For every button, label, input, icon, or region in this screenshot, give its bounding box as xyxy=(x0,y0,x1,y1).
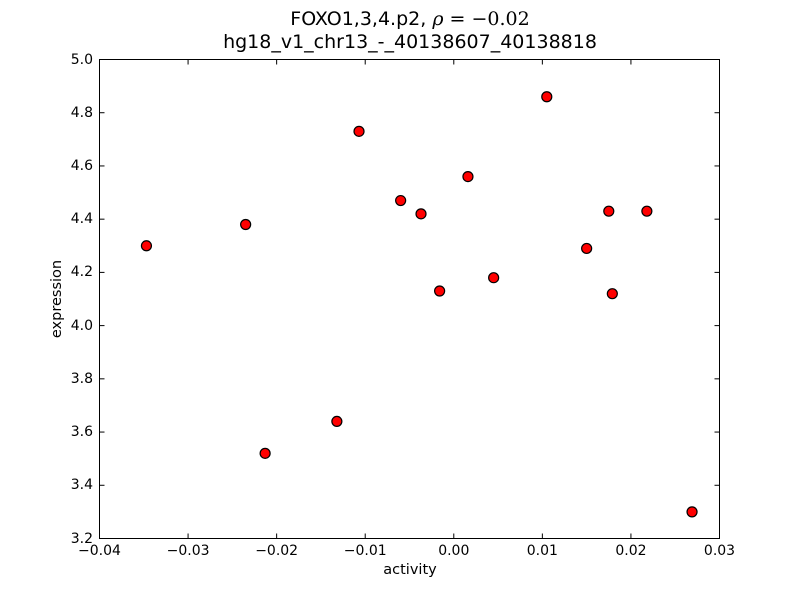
title-gene-name: FOXO1,3,4.p2, xyxy=(290,8,433,30)
y-tick-label: 4.2 xyxy=(70,264,93,281)
data-point xyxy=(331,415,343,428)
y-tick-label: 3.8 xyxy=(70,370,93,387)
y-tick-label: 4.0 xyxy=(70,317,93,334)
data-point xyxy=(581,242,593,255)
data-point xyxy=(415,208,427,220)
y-tick-label: 4.6 xyxy=(70,157,93,174)
rho-symbol: ρ xyxy=(432,8,444,30)
x-tick-label: 0.02 xyxy=(615,543,647,559)
y-tick-label: 3.2 xyxy=(70,530,93,547)
x-tick-label: −0.03 xyxy=(166,543,210,559)
x-tick-label: −0.01 xyxy=(343,543,387,559)
y-tick-label: 3.4 xyxy=(70,477,93,494)
data-point xyxy=(606,288,618,300)
y-tick-label: 4.4 xyxy=(70,211,93,228)
data-point xyxy=(462,170,474,183)
data-point xyxy=(488,272,500,284)
data-point xyxy=(395,194,407,207)
data-point xyxy=(140,240,153,252)
data-point xyxy=(259,447,271,459)
chart-title-block: FOXO1,3,4.p2, ρ = −0.02 hg18_v1_chr13_-_… xyxy=(100,8,720,54)
data-point xyxy=(353,125,365,137)
data-point xyxy=(641,205,653,217)
y-tick-label: 4.8 xyxy=(70,104,93,121)
data-point xyxy=(240,218,252,231)
x-tick-label: 0.03 xyxy=(703,543,736,559)
data-point xyxy=(434,285,446,297)
x-tick-label: −0.04 xyxy=(78,543,121,559)
data-point xyxy=(541,91,553,103)
chart-title-line1: FOXO1,3,4.p2, ρ = −0.02 xyxy=(100,8,720,31)
data-point xyxy=(603,205,615,217)
x-axis-label: activity xyxy=(383,562,437,578)
x-tick-label: −0.02 xyxy=(255,543,299,559)
rho-value: = −0.02 xyxy=(443,8,530,30)
y-tick-label: 3.6 xyxy=(70,424,93,441)
data-point xyxy=(686,506,698,518)
x-tick-label: 0.01 xyxy=(526,543,558,559)
chart-subtitle: hg18_v1_chr13_-_40138607_40138818 xyxy=(223,31,597,53)
axes-frame xyxy=(99,59,720,539)
y-tick-label: 5.0 xyxy=(70,51,93,68)
x-tick-label: 0.00 xyxy=(438,543,470,559)
